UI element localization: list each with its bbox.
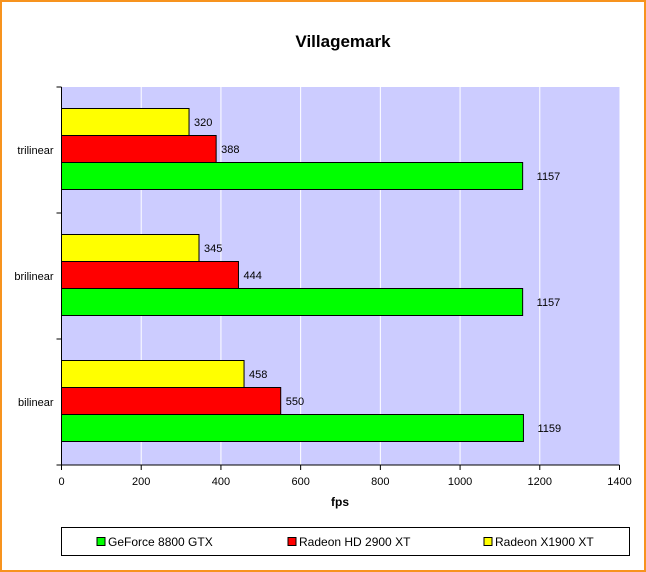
legend <box>61 527 630 556</box>
data-label: 1157 <box>537 297 561 309</box>
x-tick-label: 1200 <box>528 476 552 488</box>
x-tick-label: 1000 <box>448 476 472 488</box>
legend-swatch <box>483 537 493 546</box>
data-label: 1157 <box>537 171 561 183</box>
bar <box>61 261 239 289</box>
x-tick-label: 0 <box>58 476 64 488</box>
bar <box>61 135 217 163</box>
legend-label: Radeon X1900 XT <box>495 535 594 549</box>
chart-title: Villagemark <box>295 32 391 51</box>
x-tick-label: 800 <box>371 476 389 488</box>
x-tick-label: 400 <box>212 476 230 488</box>
bar <box>61 108 190 136</box>
x-tick-label: 200 <box>132 476 150 488</box>
bar <box>61 414 524 442</box>
bar <box>61 387 282 415</box>
legend-swatch <box>287 537 297 546</box>
data-label: 458 <box>249 369 267 381</box>
bar <box>61 288 524 316</box>
data-label: 444 <box>243 270 261 282</box>
x-tick-label: 1400 <box>607 476 631 488</box>
x-tick-label: 600 <box>291 476 309 488</box>
legend-swatch <box>96 537 106 546</box>
data-label: 550 <box>286 396 304 408</box>
data-label: 388 <box>221 144 239 156</box>
bar <box>61 360 245 388</box>
y-tick-label: trilinear <box>17 145 53 157</box>
legend-label: GeForce 8800 GTX <box>108 535 213 549</box>
legend-label: Radeon HD 2900 XT <box>299 535 411 549</box>
y-tick-label: brilinear <box>14 271 53 283</box>
data-label: 1159 <box>537 423 561 435</box>
data-label: 320 <box>194 117 212 129</box>
bar <box>61 162 524 190</box>
data-label: 345 <box>204 243 222 255</box>
y-tick-label: bilinear <box>18 397 54 409</box>
bar <box>61 234 200 262</box>
x-axis-label: fps <box>331 495 349 509</box>
